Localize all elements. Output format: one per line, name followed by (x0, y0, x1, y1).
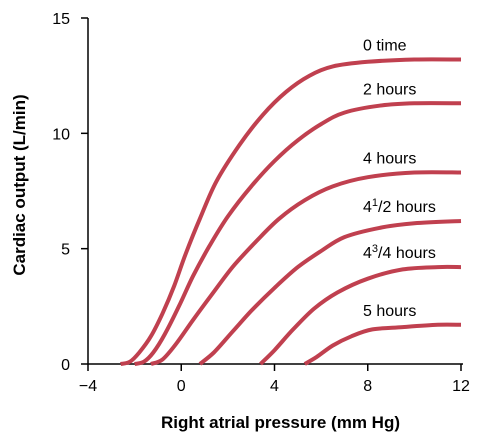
series-label-part: 4 (363, 199, 372, 216)
series-label-part: 1 (372, 197, 378, 209)
series-label-part: /4 hours (378, 245, 436, 262)
x-tick-label: 12 (452, 378, 470, 395)
series-label-4: 43/4 hours (363, 243, 436, 262)
curve-series-3 (198, 219, 462, 366)
y-tick-label: 0 (61, 357, 70, 374)
series-label-0: 0 time (363, 38, 407, 55)
curve-series-2 (150, 170, 462, 366)
y-tick-label: 15 (52, 11, 70, 28)
x-tick-label: 4 (270, 378, 279, 395)
curve-series-4 (259, 264, 462, 366)
x-axis-ticks: −4 0 4 8 12 (79, 364, 470, 395)
x-tick-label: 8 (363, 378, 372, 395)
x-tick-label: −4 (79, 378, 97, 395)
series-label-part: /2 hours (378, 199, 436, 216)
series-label-1: 2 hours (363, 81, 416, 98)
y-axis-ticks: 0 5 10 15 (52, 11, 88, 374)
y-axis-title: Cardiac output (L/min) (10, 94, 29, 275)
series-label-2: 4 hours (363, 151, 416, 168)
curve-series-0 (120, 57, 462, 366)
curves (120, 57, 462, 366)
curve-series-5 (303, 322, 462, 366)
series-label-part: 4 (363, 245, 372, 262)
x-tick-label: 0 (177, 378, 186, 395)
x-axis-title: Right atrial pressure (mm Hg) (161, 413, 400, 432)
series-label-5: 5 hours (363, 303, 416, 320)
curve-series-1 (134, 101, 462, 366)
axes (87, 18, 463, 365)
series-label-3: 41/2 hours (363, 197, 436, 216)
y-tick-label: 5 (61, 242, 70, 259)
y-tick-label: 10 (52, 126, 70, 143)
series-label-part: 3 (372, 243, 378, 255)
